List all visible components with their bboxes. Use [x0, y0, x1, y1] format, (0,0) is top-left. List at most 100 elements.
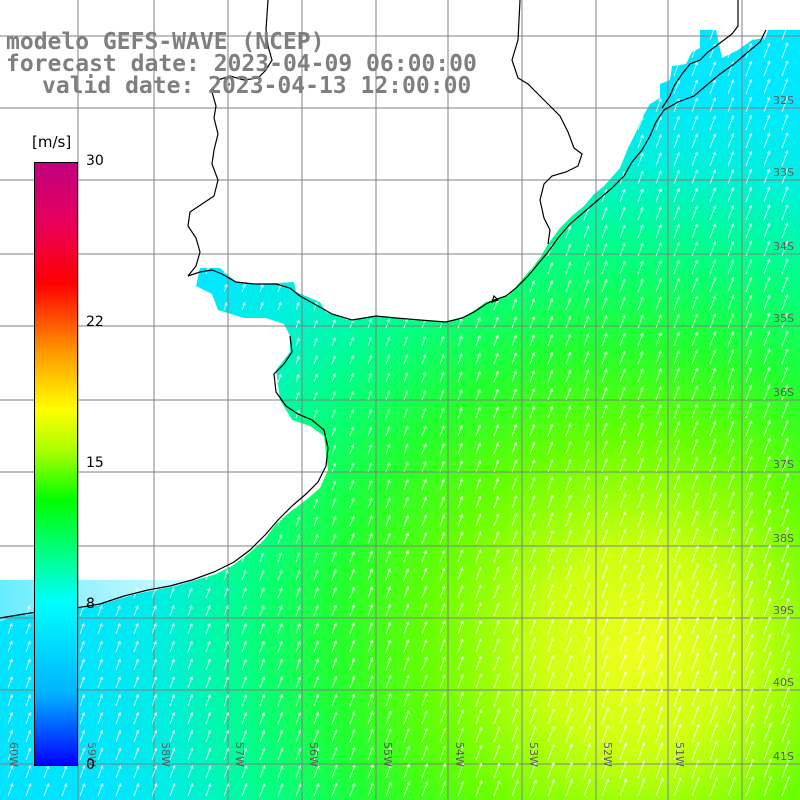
- wind-arrow: [583, 440, 590, 455]
- wind-arrow: [709, 367, 717, 383]
- wind-arrow: [727, 598, 736, 617]
- wind-arrow: [637, 206, 644, 221]
- wind-arrow: [745, 402, 753, 419]
- wind-arrow: [403, 550, 409, 563]
- wind-arrow: [547, 494, 554, 509]
- wind-arrow: [781, 757, 791, 779]
- wind-arrow: [601, 724, 609, 743]
- wind-arrow: [583, 600, 591, 617]
- wind-arrow: [7, 729, 14, 743]
- wind-arrow: [745, 775, 755, 797]
- wind-arrow: [745, 240, 753, 257]
- wind-arrow: [79, 711, 86, 725]
- wind-arrow: [673, 331, 680, 347]
- wind-arrow: [421, 620, 428, 635]
- wind-arrow: [709, 616, 718, 635]
- wind-arrow: [25, 622, 31, 635]
- wind-arrow: [529, 672, 537, 689]
- wind-arrow: [547, 351, 554, 365]
- wind-arrow: [745, 438, 753, 455]
- latitude-label: 40S: [773, 676, 794, 689]
- wind-arrow: [349, 728, 356, 743]
- wind-arrow: [457, 709, 465, 725]
- wind-arrow: [277, 373, 282, 383]
- wind-arrow: [349, 693, 356, 707]
- wind-arrow: [655, 134, 662, 149]
- wind-arrow: [619, 742, 628, 761]
- wind-arrow: [619, 653, 627, 671]
- latitude-label: 35S: [773, 312, 794, 325]
- wind-arrow: [601, 458, 608, 473]
- wind-arrow: [547, 583, 554, 599]
- wind-arrow: [781, 276, 789, 293]
- wind-arrow: [565, 654, 573, 671]
- wind-arrow: [331, 569, 337, 581]
- wind-arrow: [547, 387, 554, 401]
- wind-arrow: [763, 491, 771, 509]
- wind-arrow: [565, 297, 572, 311]
- wind-arrow: [709, 61, 717, 77]
- wind-arrow: [745, 687, 754, 707]
- wind-arrow: [439, 762, 447, 779]
- wind-arrow: [385, 550, 391, 563]
- wind-arrow: [331, 497, 337, 509]
- wind-arrow: [169, 694, 176, 707]
- wind-arrow: [727, 705, 736, 725]
- wind-arrow: [763, 132, 771, 149]
- wind-arrow: [547, 743, 555, 761]
- wind-arrow: [727, 168, 735, 185]
- wind-arrow: [691, 581, 699, 599]
- wind-arrow: [583, 243, 590, 257]
- longitude-labels: 60W 59W 58W 57W 56W 55W 54W 53W 52W 51W: [7, 742, 686, 767]
- wind-arrow: [511, 298, 517, 311]
- wind-arrow: [691, 474, 699, 491]
- wind-arrow: [115, 747, 122, 761]
- wind-arrow: [115, 605, 121, 617]
- wind-arrow: [529, 352, 536, 365]
- wind-arrow: [727, 776, 736, 797]
- wind-arrow: [385, 657, 392, 671]
- wind-arrow: [385, 425, 391, 437]
- wind-arrows: [7, 24, 791, 797]
- wind-arrow: [673, 367, 680, 383]
- wind-arrow: [205, 694, 212, 707]
- wind-arrow: [691, 349, 698, 365]
- wind-arrow: [313, 711, 320, 725]
- wind-arrow: [421, 371, 427, 383]
- wind-arrow: [511, 726, 519, 743]
- wind-arrow: [403, 390, 409, 401]
- wind-arrow: [655, 457, 663, 473]
- wind-arrow: [421, 567, 428, 581]
- wind-arrow: [655, 170, 662, 185]
- wind-arrow: [691, 367, 698, 383]
- wind-arrow: [655, 617, 663, 635]
- wind-arrow: [691, 687, 700, 707]
- wind-arrow: [331, 391, 336, 401]
- wind-arrow: [565, 333, 572, 347]
- wind-arrow: [241, 676, 247, 689]
- wind-arrow: [781, 473, 789, 491]
- wind-arrow: [781, 739, 791, 761]
- wind-arrow: [583, 565, 591, 581]
- wind-arrow: [727, 204, 735, 221]
- wind-arrow: [691, 151, 698, 167]
- wind-arrow: [709, 420, 717, 437]
- wind-arrow: [763, 60, 771, 77]
- wind-arrow: [547, 618, 555, 635]
- wind-arrow: [529, 690, 537, 707]
- wind-arrow: [223, 605, 229, 617]
- wind-arrow: [295, 676, 301, 689]
- wind-arrow: [439, 745, 447, 761]
- wind-arrow: [277, 676, 283, 689]
- wind-arrow: [673, 670, 682, 689]
- wind-arrow: [511, 744, 519, 761]
- wind-arrow: [565, 405, 572, 419]
- wind-arrow: [223, 694, 230, 707]
- wind-arrow: [709, 438, 717, 455]
- wind-arrow: [151, 640, 157, 653]
- wind-arrow: [601, 404, 608, 419]
- wind-arrow: [691, 670, 700, 689]
- wind-arrow: [277, 301, 282, 311]
- wind-arrow: [781, 60, 789, 77]
- wind-arrow: [205, 729, 212, 743]
